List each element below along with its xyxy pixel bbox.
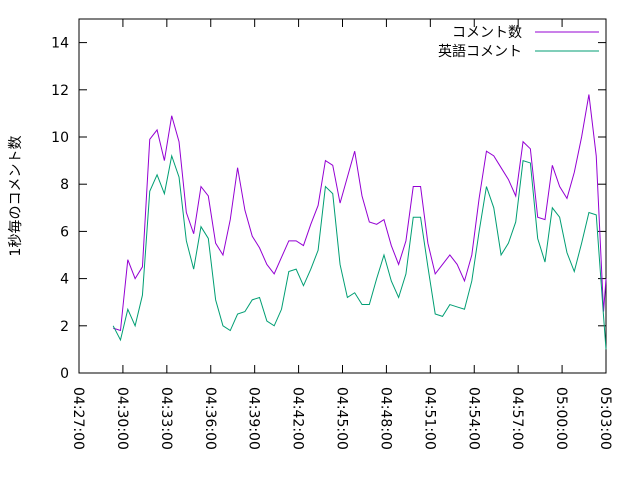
y-tick-label: 14	[51, 36, 69, 52]
x-tick-label: 04:39:00	[246, 387, 262, 450]
x-tick-label: 04:33:00	[158, 387, 174, 450]
y-tick-label: 2	[60, 319, 69, 335]
x-tick-label: 04:30:00	[114, 387, 130, 450]
y-tick-label: 0	[60, 366, 69, 382]
y-tick-label: 10	[51, 130, 69, 146]
x-tick-label: 04:45:00	[334, 387, 350, 450]
legend-label: 英語コメント	[438, 43, 522, 60]
y-axis-label: 1秒毎のコメント数	[8, 136, 24, 257]
x-tick-label: 05:03:00	[597, 387, 613, 450]
legend-label: コメント数	[452, 25, 522, 41]
x-tick-label: 04:36:00	[202, 387, 218, 450]
x-tick-label: 04:48:00	[377, 387, 393, 450]
x-tick-label: 04:51:00	[421, 387, 437, 450]
y-tick-label: 4	[60, 272, 69, 288]
y-tick-label: 8	[60, 177, 69, 193]
x-tick-label: 05:00:00	[553, 387, 569, 450]
x-tick-label: 04:54:00	[465, 387, 481, 450]
x-tick-label: 04:27:00	[70, 387, 86, 450]
y-tick-label: 6	[60, 224, 69, 240]
data-line	[113, 94, 607, 332]
x-tick-label: 04:42:00	[290, 387, 306, 450]
y-tick-label: 12	[51, 83, 69, 99]
x-tick-label: 04:57:00	[509, 387, 525, 450]
data-line	[112, 153, 607, 350]
